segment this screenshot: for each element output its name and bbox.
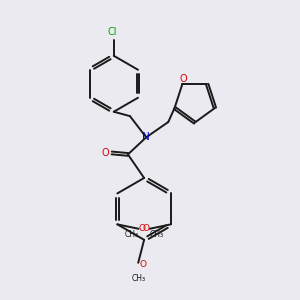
- Text: CH₃: CH₃: [125, 230, 139, 238]
- Text: O: O: [139, 260, 146, 269]
- Text: O: O: [180, 74, 188, 84]
- Text: Cl: Cl: [108, 27, 117, 37]
- Text: O: O: [139, 224, 146, 233]
- Text: CH₃: CH₃: [149, 230, 163, 238]
- Text: O: O: [142, 224, 149, 233]
- Text: CH₃: CH₃: [131, 274, 145, 284]
- Text: O: O: [101, 148, 109, 158]
- Text: N: N: [142, 132, 150, 142]
